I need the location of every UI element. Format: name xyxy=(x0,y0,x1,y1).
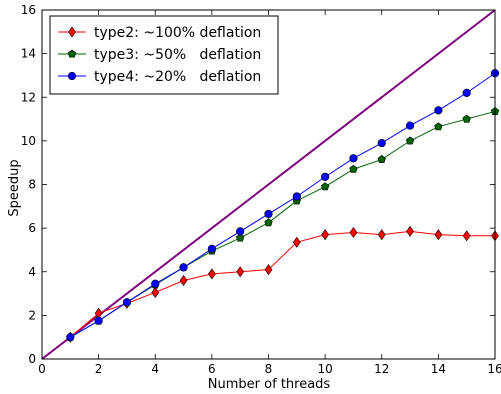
series-2-point xyxy=(405,136,415,145)
series-3-point xyxy=(405,121,415,130)
series-3-point xyxy=(179,263,188,272)
series-3-point xyxy=(236,227,245,236)
legend-marker xyxy=(68,26,76,38)
series-2-point xyxy=(377,155,386,163)
series-2-point xyxy=(236,233,245,242)
series-3 xyxy=(66,69,500,342)
legend-entry: type4: ~20% deflation xyxy=(58,69,261,85)
legend-label: type3: ~50% deflation xyxy=(94,47,261,63)
y-tick-label: 10 xyxy=(21,134,36,148)
series-1-point xyxy=(264,264,273,276)
series-1-point xyxy=(236,266,245,278)
x-tick-label: 16 xyxy=(487,362,501,376)
series-1-point xyxy=(377,229,386,241)
x-tick-label: 14 xyxy=(431,362,446,376)
y-tick-label: 2 xyxy=(28,308,36,322)
series-3-point xyxy=(462,88,471,97)
ideal-speedup-line xyxy=(41,9,496,360)
series-1-point xyxy=(179,274,188,286)
legend-label: type4: ~20% deflation xyxy=(94,69,261,85)
legend-marker xyxy=(67,49,77,58)
series-3-point xyxy=(377,138,386,148)
y-axis-label: Speedup xyxy=(7,159,22,216)
series-1-point xyxy=(349,226,358,239)
series-2-point xyxy=(264,218,273,227)
x-tick-label: 0 xyxy=(38,362,46,376)
x-tick-label: 10 xyxy=(317,362,332,376)
series-1 xyxy=(66,225,499,343)
y-tick-label: 8 xyxy=(28,178,36,192)
x-tick-label: 2 xyxy=(95,362,103,376)
series-3-point xyxy=(434,106,443,115)
legend-entry: type3: ~50% deflation xyxy=(58,47,261,63)
series-2-line xyxy=(70,110,496,338)
x-tick-label: 6 xyxy=(208,362,216,376)
series-1-point xyxy=(434,229,443,241)
series-1-line xyxy=(69,230,495,338)
legend: type2: ~100% deflation type3: ~50% deflat… xyxy=(49,15,279,95)
y-tick-label: 16 xyxy=(21,3,36,17)
series-3-point xyxy=(349,154,358,163)
series-2 xyxy=(66,107,500,341)
y-tick-label: 6 xyxy=(28,221,36,235)
series-3-line xyxy=(70,72,496,338)
series-2-point xyxy=(434,122,443,131)
legend-label: type2: ~100% deflation xyxy=(94,25,261,41)
series-2-point xyxy=(462,114,471,123)
x-tick-label: 12 xyxy=(374,362,389,376)
series-3-point xyxy=(66,333,75,342)
x-tick-label: 4 xyxy=(151,362,159,376)
series-3-point xyxy=(122,298,132,307)
y-tick-label: 12 xyxy=(21,90,36,104)
series-2-point xyxy=(349,164,358,173)
y-tick-label: 0 xyxy=(28,352,36,366)
series-3-point xyxy=(264,209,273,219)
x-axis-label: Number of threads xyxy=(208,377,331,392)
series-1-point xyxy=(462,230,471,242)
series-2-point xyxy=(320,182,330,191)
series-1-point xyxy=(292,236,301,248)
series-3-point xyxy=(151,279,160,288)
series-3-point xyxy=(207,244,216,253)
legend-box xyxy=(49,15,279,95)
legend-entry: type2: ~100% deflation xyxy=(58,25,261,41)
x-tick-label: 8 xyxy=(265,362,273,376)
series-1-point xyxy=(151,286,160,298)
series-3-point xyxy=(94,316,103,325)
y-tick-label: 4 xyxy=(28,265,36,279)
series-1-point xyxy=(208,268,216,280)
y-tick-label: 14 xyxy=(21,47,36,61)
series-3-point xyxy=(321,172,330,181)
series-1-point xyxy=(321,229,329,241)
series-3-point xyxy=(292,192,301,201)
series-1-point xyxy=(406,225,414,237)
legend-marker xyxy=(67,71,77,81)
